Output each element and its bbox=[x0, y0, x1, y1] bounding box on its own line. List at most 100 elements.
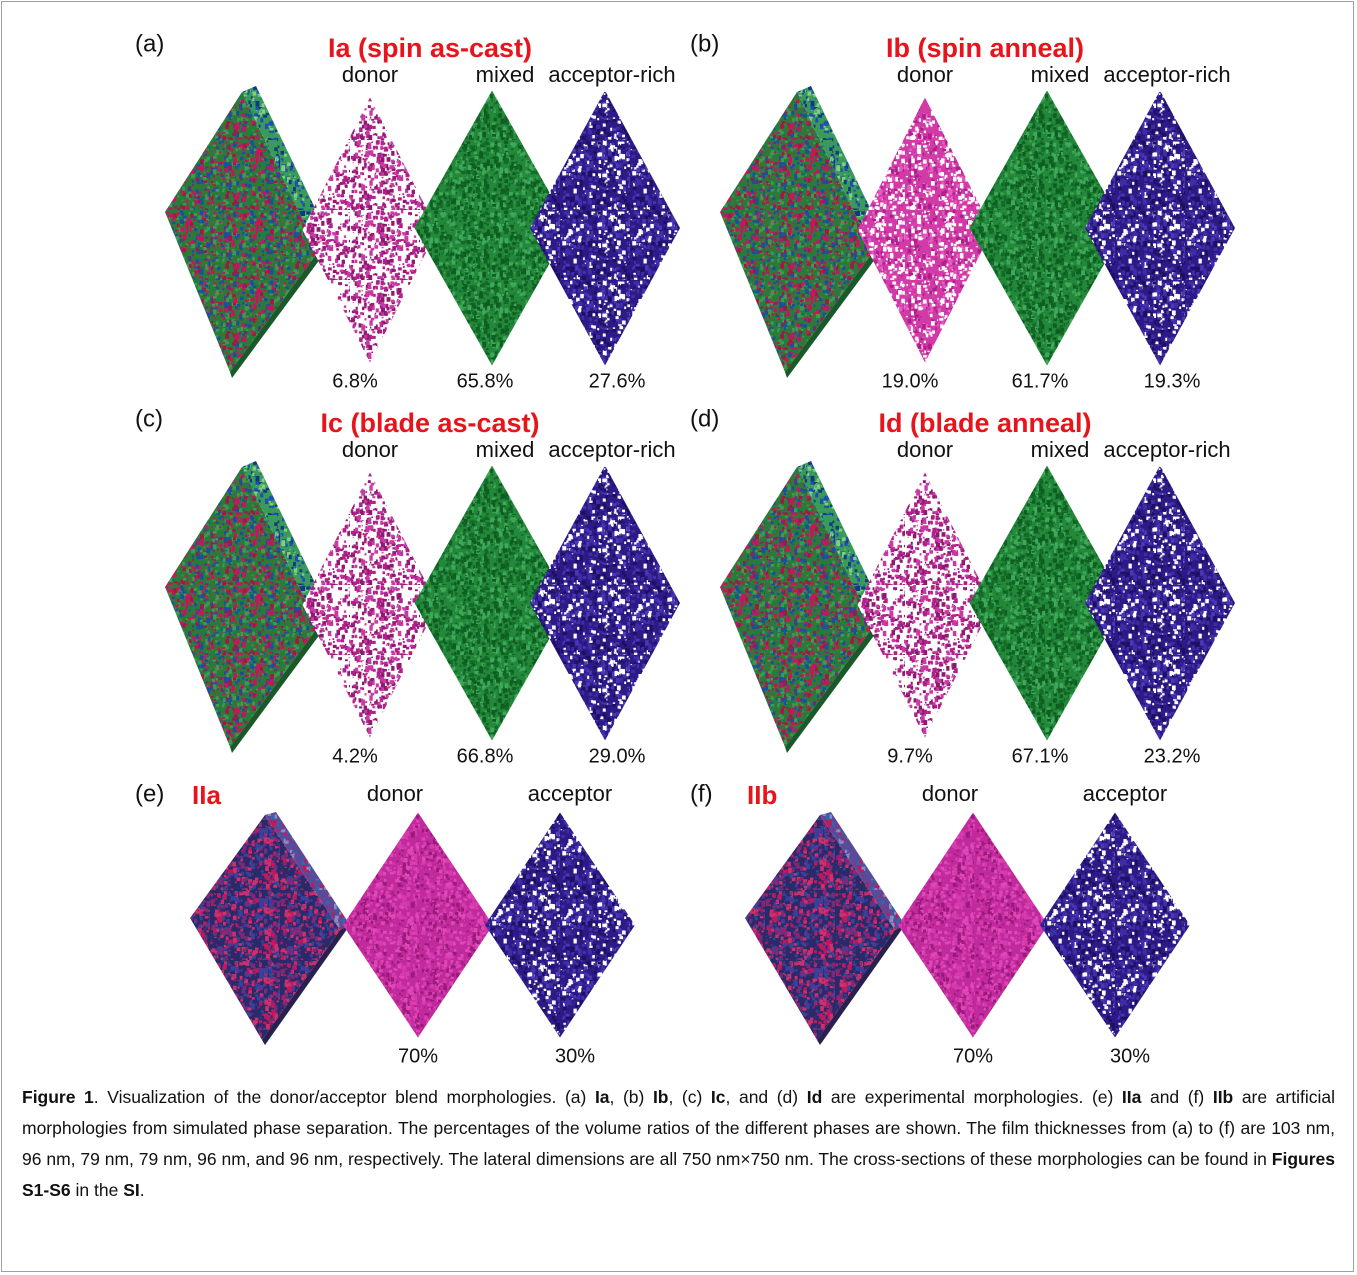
phase-morphology bbox=[857, 97, 993, 363]
film-face bbox=[190, 815, 340, 1040]
phase-name: acceptor-rich bbox=[548, 437, 675, 462]
caption-bold: Ib bbox=[652, 1087, 669, 1107]
caption-bold: Figures S1-S6 bbox=[22, 1149, 1335, 1200]
film-face bbox=[745, 815, 895, 1040]
panel: (b) Ib (spin anneal)donor 19.0% mixed 61.7% a… bbox=[690, 30, 1235, 392]
film-edge bbox=[230, 243, 332, 378]
phase-name: acceptor-rich bbox=[1103, 62, 1230, 87]
film-side bbox=[820, 812, 905, 930]
caption-bold: IIb bbox=[1212, 1087, 1234, 1107]
caption-text: are experimental morphologies. (e) bbox=[822, 1087, 1122, 1107]
panel: (f) IIb donor 70% acceptor 30% bbox=[690, 780, 1190, 1067]
panel-label: (a) bbox=[135, 30, 164, 57]
phase-name: donor bbox=[342, 437, 398, 462]
phase-percent: 9.7% bbox=[887, 745, 933, 767]
film-face bbox=[165, 467, 318, 747]
phase-morphology bbox=[969, 465, 1125, 741]
phase-name: donor bbox=[897, 62, 953, 87]
phase-percent: 66.8% bbox=[457, 745, 514, 767]
panel-label: (d) bbox=[690, 405, 719, 432]
phase-morphology bbox=[1040, 812, 1190, 1038]
phase-percent: 70% bbox=[398, 1045, 438, 1067]
phase-name: mixed bbox=[476, 437, 535, 462]
phase-morphology bbox=[485, 812, 635, 1038]
phase-percent: 19.3% bbox=[1144, 370, 1201, 392]
caption-bold: Ia bbox=[594, 1087, 610, 1107]
phase-percent: 30% bbox=[1110, 1045, 1150, 1067]
caption-text: . Visualization of the donor/acceptor bl… bbox=[93, 1087, 595, 1107]
film-face bbox=[720, 467, 873, 747]
caption: Figure 1. Visualization of the donor/acc… bbox=[22, 1082, 1335, 1206]
phase-name: mixed bbox=[476, 62, 535, 87]
film-edge bbox=[817, 925, 905, 1045]
panel: (e) IIa donor 70% acceptor 30% bbox=[135, 780, 635, 1067]
caption-bold: Ic bbox=[710, 1087, 726, 1107]
phase-name: donor bbox=[367, 781, 423, 806]
caption-text: , and (d) bbox=[725, 1087, 807, 1107]
phase-name: donor bbox=[922, 781, 978, 806]
phase-morphology bbox=[343, 812, 493, 1038]
film-face bbox=[720, 92, 873, 372]
phase-morphology bbox=[1085, 90, 1235, 366]
phase-name: mixed bbox=[1031, 62, 1090, 87]
film-edge bbox=[230, 618, 332, 753]
phase-morphology bbox=[530, 465, 680, 741]
phase-morphology bbox=[969, 90, 1125, 366]
panel: (a) Ia (spin as-cast)donor 6.8% mixed 65.8% a… bbox=[135, 30, 680, 392]
caption-bold: IIa bbox=[1121, 1087, 1142, 1107]
phase-morphology bbox=[530, 90, 680, 366]
film-side bbox=[242, 461, 332, 627]
phase-morphology bbox=[898, 812, 1048, 1038]
panel-label: (b) bbox=[690, 30, 719, 57]
phase-percent: 27.6% bbox=[589, 370, 646, 392]
panel-label: (e) bbox=[135, 780, 164, 807]
phase-morphology bbox=[302, 97, 438, 363]
caption-text: , (c) bbox=[668, 1087, 711, 1107]
film-edge bbox=[785, 243, 887, 378]
film-side bbox=[265, 812, 350, 930]
phase-morphology bbox=[857, 472, 993, 738]
panel-label: (c) bbox=[135, 405, 163, 432]
phase-percent: 70% bbox=[953, 1045, 993, 1067]
caption-text: are artificial morphologies from simulat… bbox=[22, 1087, 1336, 1169]
phase-percent: 19.0% bbox=[882, 370, 939, 392]
phase-percent: 30% bbox=[555, 1045, 595, 1067]
panel-title: Ib (spin anneal) bbox=[886, 33, 1084, 63]
phase-morphology bbox=[1085, 465, 1235, 741]
phase-name: acceptor bbox=[528, 781, 612, 806]
phase-percent: 61.7% bbox=[1012, 370, 1069, 392]
caption-bold: SI bbox=[123, 1180, 140, 1200]
panel: (d) Id (blade anneal)donor 9.7% mixed 67.1% a… bbox=[690, 405, 1235, 767]
film-edge bbox=[262, 925, 350, 1045]
phase-percent: 65.8% bbox=[457, 370, 514, 392]
figure: (a) Ia (spin as-cast)donor6.8%mixed65.8%a… bbox=[135, 30, 1235, 1067]
caption-text: . bbox=[139, 1180, 145, 1200]
phase-percent: 29.0% bbox=[589, 745, 646, 767]
phase-morphology bbox=[414, 90, 570, 366]
panel: (c) Ic (blade as-cast)donor 4.2% mixed 66.8%… bbox=[135, 405, 680, 767]
phase-percent: 23.2% bbox=[1144, 745, 1201, 767]
caption-text: and (f) bbox=[1141, 1087, 1213, 1107]
phase-percent: 67.1% bbox=[1012, 745, 1069, 767]
panel-title: IIa bbox=[192, 780, 221, 810]
caption-bold: Id bbox=[806, 1087, 823, 1107]
caption-bold: Figure 1 bbox=[22, 1087, 94, 1107]
film-edge bbox=[785, 618, 887, 753]
caption-text: in the bbox=[70, 1180, 124, 1200]
phase-name: acceptor-rich bbox=[1103, 437, 1230, 462]
phase-name: acceptor-rich bbox=[548, 62, 675, 87]
phase-percent: 4.2% bbox=[332, 745, 378, 767]
phase-morphology bbox=[302, 472, 438, 738]
phase-name: donor bbox=[897, 437, 953, 462]
phase-morphology bbox=[414, 465, 570, 741]
film-side bbox=[797, 86, 887, 252]
phase-name: donor bbox=[342, 62, 398, 87]
film-side bbox=[797, 461, 887, 627]
phase-percent: 6.8% bbox=[332, 370, 378, 392]
caption-text: , (b) bbox=[609, 1087, 653, 1107]
panel-title: IIb bbox=[747, 780, 777, 810]
panel-title: Ia (spin as-cast) bbox=[328, 33, 532, 63]
film-face bbox=[165, 92, 318, 372]
